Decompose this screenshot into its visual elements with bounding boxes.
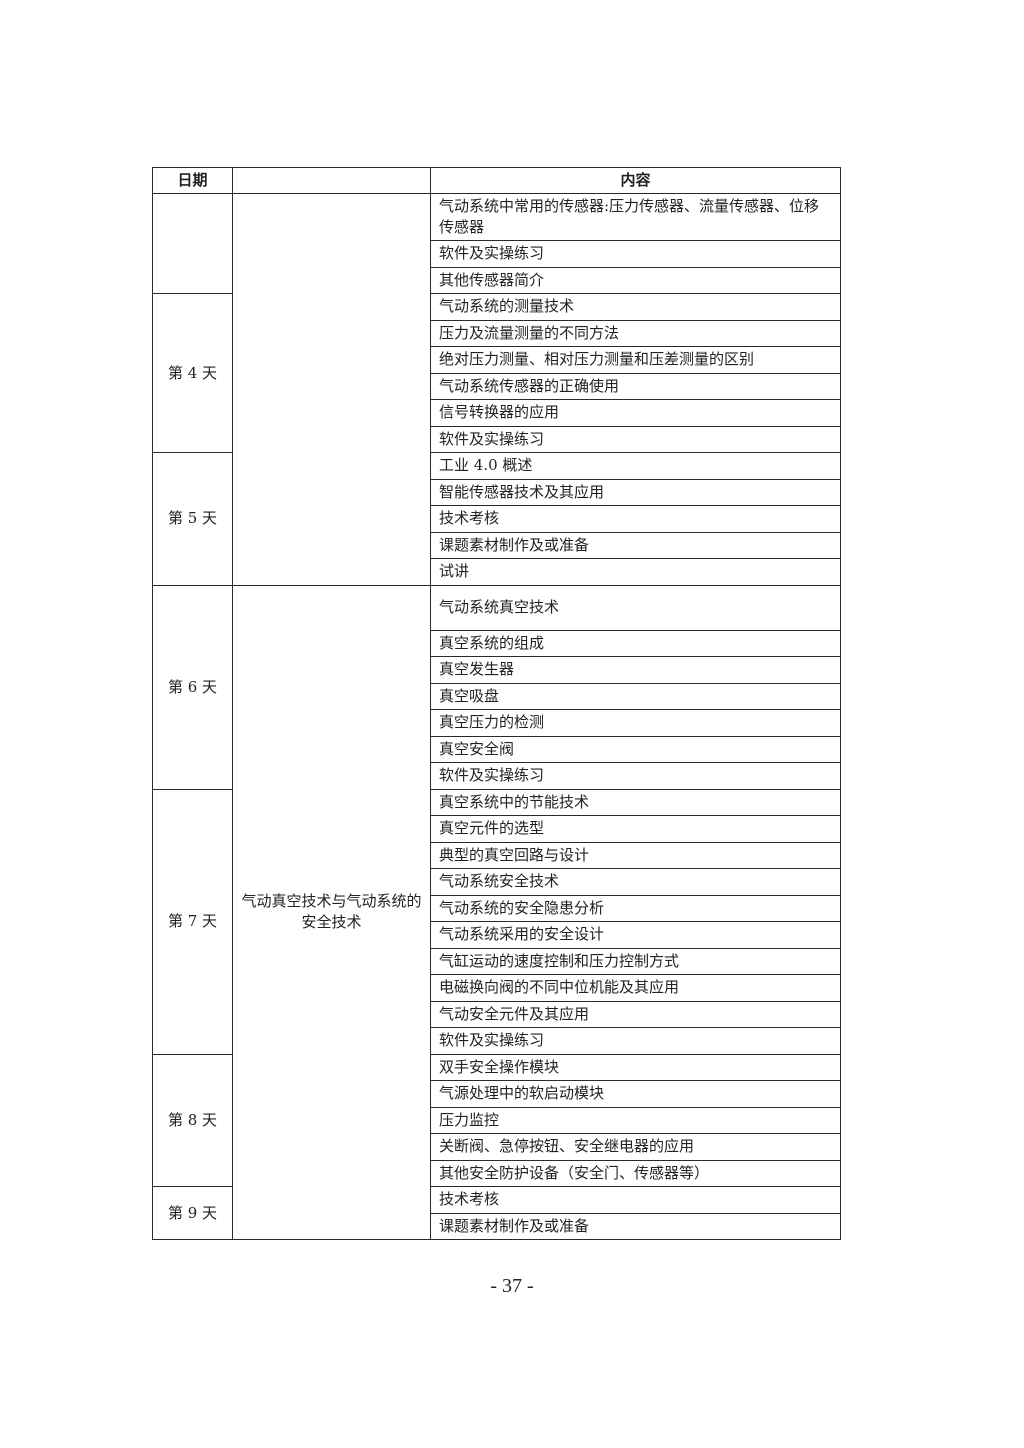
table-row: 真空元件的选型 — [153, 815, 841, 843]
table-row: 软件及实操练习 — [153, 1027, 841, 1055]
content-cell: 软件及实操练习 — [430, 1027, 841, 1055]
content-cell: 试讲 — [430, 558, 841, 586]
table-row: 软件及实操练习 — [153, 240, 841, 268]
content-cell: 气动系统安全技术 — [430, 868, 841, 896]
day-cell: 第 9 天 — [152, 1186, 233, 1240]
table-row: 第 7 天 真空系统中的节能技术 — [152, 788, 841, 1055]
table-header-row: 日期 内容 — [152, 167, 841, 194]
content-cell: 气动安全元件及其应用 — [430, 1000, 841, 1028]
content-cell: 其他传感器简介 — [430, 266, 841, 294]
content-cell: 气动系统采用的安全设计 — [430, 921, 841, 949]
content-cell: 软件及实操练习 — [430, 425, 841, 453]
table-row: 第 9 天 技术考核 — [152, 1186, 841, 1240]
table-row: 气动安全元件及其应用 — [153, 1000, 841, 1028]
content-cell: 关断阀、急停按钮、安全继电器的应用 — [430, 1133, 841, 1161]
table-row: 电磁换向阀的不同中位机能及其应用 — [153, 974, 841, 1002]
table-row: 信号转换器的应用 — [153, 399, 841, 427]
content-cell: 气动系统的安全隐患分析 — [430, 894, 841, 922]
table-row: 真空系统的组成 — [153, 629, 841, 657]
table-row: 真空发生器 — [153, 656, 841, 684]
content-cell: 课题素材制作及或准备 — [430, 531, 841, 559]
page-number: - 37 - — [490, 1275, 534, 1297]
table-row: 技术考核 — [153, 505, 841, 533]
content-cell: 双手安全操作模块 — [430, 1053, 841, 1081]
table-row: 其他传感器简介 — [153, 266, 841, 294]
day-cell: 第 4 天 — [152, 293, 233, 453]
schedule-table: 日期 内容 气动系统中常用的传感器:压力传感器、流量传感器、位移传感器 软件及实操… — [152, 167, 841, 1240]
content-cell: 压力监控 — [430, 1106, 841, 1134]
content-cell: 气动系统真空技术 — [430, 584, 841, 631]
table-row: 气动系统采用的安全设计 — [153, 921, 841, 949]
table-row: 软件及实操练习 — [153, 425, 841, 453]
day-cell: 第 8 天 — [152, 1053, 233, 1187]
table-row: 气源处理中的软启动模块 — [153, 1080, 841, 1108]
table-row: 气缸运动的速度控制和压力控制方式 — [153, 947, 841, 975]
content-cell: 智能传感器技术及其应用 — [430, 478, 841, 506]
content-cell: 工业 4.0 概述 — [430, 452, 841, 480]
table-row: 智能传感器技术及其应用 — [153, 478, 841, 506]
table-row: 第 8 天 双手安全操作模块 — [152, 1053, 841, 1187]
table-row: 第 6 天气动真空技术与气动系统的安全技术 气动系统真空技术 — [152, 584, 841, 1240]
header-date: 日期 — [152, 167, 233, 194]
header-module — [232, 167, 431, 194]
content-cell: 压力及流量测量的不同方法 — [430, 319, 841, 347]
content-cell: 真空系统中的节能技术 — [430, 788, 841, 816]
day-cell: 第 7 天 — [152, 788, 233, 1055]
content-cell: 真空安全阀 — [430, 735, 841, 763]
day-cell: 第 5 天 — [152, 452, 233, 586]
table-row: 气动系统安全技术 — [153, 868, 841, 896]
header-content: 内容 — [430, 167, 841, 194]
day-cell: 第 6 天 — [152, 584, 233, 790]
content-cell: 软件及实操练习 — [430, 240, 841, 268]
content-cell: 信号转换器的应用 — [430, 399, 841, 427]
content-cell: 气动系统中常用的传感器:压力传感器、流量传感器、位移传感器 — [430, 193, 841, 241]
content-cell: 真空压力的检测 — [430, 709, 841, 737]
table-row: 典型的真空回路与设计 — [153, 841, 841, 869]
content-cell: 气动系统的测量技术 — [430, 293, 841, 321]
table-row: 关断阀、急停按钮、安全继电器的应用 — [153, 1133, 841, 1161]
table-row: 气动系统中常用的传感器:压力传感器、流量传感器、位移传感器 — [152, 193, 841, 586]
table-row: 压力监控 — [153, 1106, 841, 1134]
content-cell: 课题素材制作及或准备 — [430, 1212, 841, 1240]
table-row: 真空安全阀 — [153, 735, 841, 763]
table-row: 软件及实操练习 — [153, 762, 841, 790]
content-cell: 技术考核 — [430, 505, 841, 533]
content-cell: 气源处理中的软启动模块 — [430, 1080, 841, 1108]
content-cell: 真空系统的组成 — [430, 629, 841, 657]
table-row: 绝对压力测量、相对压力测量和压差测量的区别 — [153, 346, 841, 374]
day-cell — [152, 193, 233, 294]
content-cell: 电磁换向阀的不同中位机能及其应用 — [430, 974, 841, 1002]
content-cell: 软件及实操练习 — [430, 762, 841, 790]
table-row: 气动系统传感器的正确使用 — [153, 372, 841, 400]
table-row: 其他安全防护设备（安全门、传感器等） — [153, 1159, 841, 1187]
content-cell: 真空吸盘 — [430, 682, 841, 710]
content-cell: 绝对压力测量、相对压力测量和压差测量的区别 — [430, 346, 841, 374]
table-row: 压力及流量测量的不同方法 — [153, 319, 841, 347]
table-row: 气动系统的安全隐患分析 — [153, 894, 841, 922]
content-cell: 其他安全防护设备（安全门、传感器等） — [430, 1159, 841, 1187]
table-row: 课题素材制作及或准备 — [153, 531, 841, 559]
content-cell: 气缸运动的速度控制和压力控制方式 — [430, 947, 841, 975]
content-cell: 技术考核 — [430, 1186, 841, 1214]
table-row: 第 4 天 气动系统的测量技术 — [152, 293, 841, 453]
table-row: 课题素材制作及或准备 — [153, 1212, 841, 1240]
content-cell: 真空发生器 — [430, 656, 841, 684]
content-cell: 真空元件的选型 — [430, 815, 841, 843]
content-cell: 气动系统传感器的正确使用 — [430, 372, 841, 400]
module-cell — [232, 193, 431, 586]
content-cell: 典型的真空回路与设计 — [430, 841, 841, 869]
table-row: 第 5 天 工业 4.0 概述 — [152, 452, 841, 586]
table-row: 试讲 — [153, 558, 841, 586]
module-cell: 气动真空技术与气动系统的安全技术 — [232, 584, 431, 1240]
